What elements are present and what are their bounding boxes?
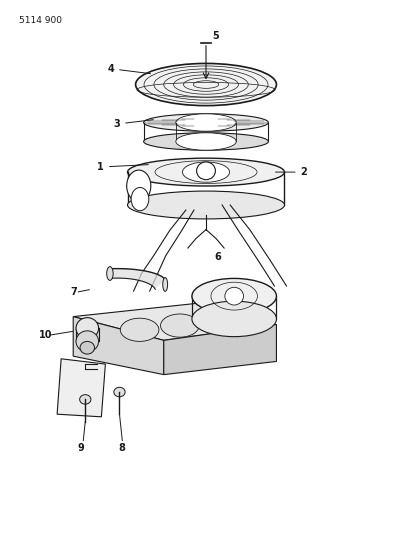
Ellipse shape [127,170,151,201]
Ellipse shape [128,191,284,219]
Ellipse shape [135,63,277,106]
Ellipse shape [80,342,95,354]
Ellipse shape [80,394,91,404]
Ellipse shape [76,318,99,339]
PathPatch shape [110,269,165,289]
Polygon shape [73,303,277,341]
Text: 5114 900: 5114 900 [19,16,62,25]
Ellipse shape [201,311,239,335]
Text: 5: 5 [212,31,219,41]
Ellipse shape [192,278,277,314]
Text: 4: 4 [107,64,151,74]
Text: 3: 3 [113,119,153,129]
Text: 2: 2 [275,167,307,177]
Polygon shape [73,317,164,375]
Polygon shape [57,359,105,417]
Ellipse shape [144,133,268,150]
Ellipse shape [163,278,168,292]
Text: 8: 8 [118,443,125,453]
Text: 6: 6 [215,252,222,262]
Text: 10: 10 [39,330,53,340]
Ellipse shape [114,387,125,397]
Ellipse shape [182,162,230,182]
Ellipse shape [131,188,149,211]
Ellipse shape [176,133,236,150]
Text: 1: 1 [98,162,148,172]
Polygon shape [164,325,277,375]
Ellipse shape [197,162,215,180]
Ellipse shape [225,287,244,305]
Ellipse shape [120,318,159,342]
Text: 7: 7 [71,287,77,297]
Ellipse shape [107,266,113,280]
Ellipse shape [76,331,99,352]
Text: 9: 9 [78,443,84,453]
Ellipse shape [128,158,284,186]
Ellipse shape [192,301,277,337]
Ellipse shape [176,114,236,131]
Ellipse shape [160,314,199,337]
Ellipse shape [144,114,268,131]
